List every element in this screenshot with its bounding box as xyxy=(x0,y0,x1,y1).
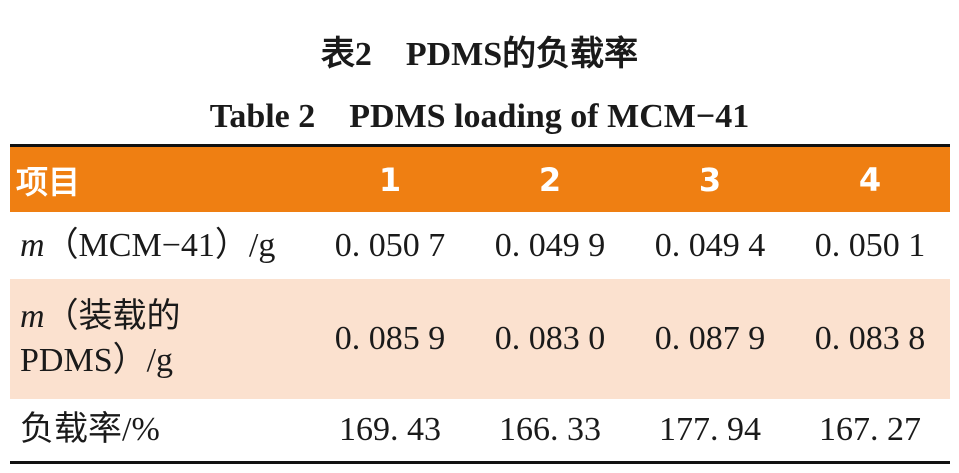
header-row: 项目 1 2 3 4 xyxy=(10,145,950,212)
value-cell: 169. 43 xyxy=(339,411,441,448)
table-row: m（MCM−41）/g 0. 050 7 0. 049 9 0. 049 4 0. 05… xyxy=(10,212,950,279)
value-cell: 0. 050 7 xyxy=(334,226,446,264)
table-row: 负载率/% 169. 43 166. 33 177. 94 167. 27 xyxy=(10,399,950,463)
data-table: 项目 1 2 3 4 m（MCM−41）/g 0. 050 7 0. 049 9 0. 049… xyxy=(10,144,950,464)
row-label: m（MCM−41）/g xyxy=(10,212,310,279)
table-body: m（MCM−41）/g 0. 050 7 0. 049 9 0. 049 4 0. 05… xyxy=(10,212,950,463)
row-label: m（装载的 PDMS）/g xyxy=(10,279,310,399)
value-cell: 0. 050 1 xyxy=(814,226,926,264)
header-cell: 项目 xyxy=(10,145,310,212)
label-text: （装载的 PDMS）/g xyxy=(20,298,181,379)
value-cell: 0. 049 4 xyxy=(654,226,766,264)
header-cell: 1 xyxy=(310,145,470,212)
value-cell: 0. 085 9 xyxy=(310,279,470,399)
value-cell: 177. 94 xyxy=(659,411,761,448)
value-cell: 0. 083 8 xyxy=(790,279,950,399)
label-text: 负载率/% xyxy=(20,411,160,448)
title-cn: 表2 PDMS的负载率 xyxy=(320,36,639,73)
value-cell: 166. 33 xyxy=(499,411,601,448)
label-text: （MCM−41）/g xyxy=(44,226,276,264)
value-cell: 167. 27 xyxy=(819,411,921,448)
label-symbol: m xyxy=(20,298,45,335)
label-symbol: m xyxy=(20,226,45,264)
header-cell: 4 xyxy=(790,145,950,212)
value-cell: 0. 087 9 xyxy=(630,279,790,399)
title-en: Table 2 PDMS loading of MCM−41 xyxy=(209,98,750,135)
value-cell: 0. 083 0 xyxy=(470,279,630,399)
header-cell: 2 xyxy=(470,145,630,212)
row-label: 负载率/% xyxy=(10,399,310,463)
value-cell: 0. 049 9 xyxy=(494,226,606,264)
table-row: m（装载的 PDMS）/g 0. 085 9 0. 083 0 0. 087 9 0. … xyxy=(10,279,950,399)
header-cell: 3 xyxy=(630,145,790,212)
